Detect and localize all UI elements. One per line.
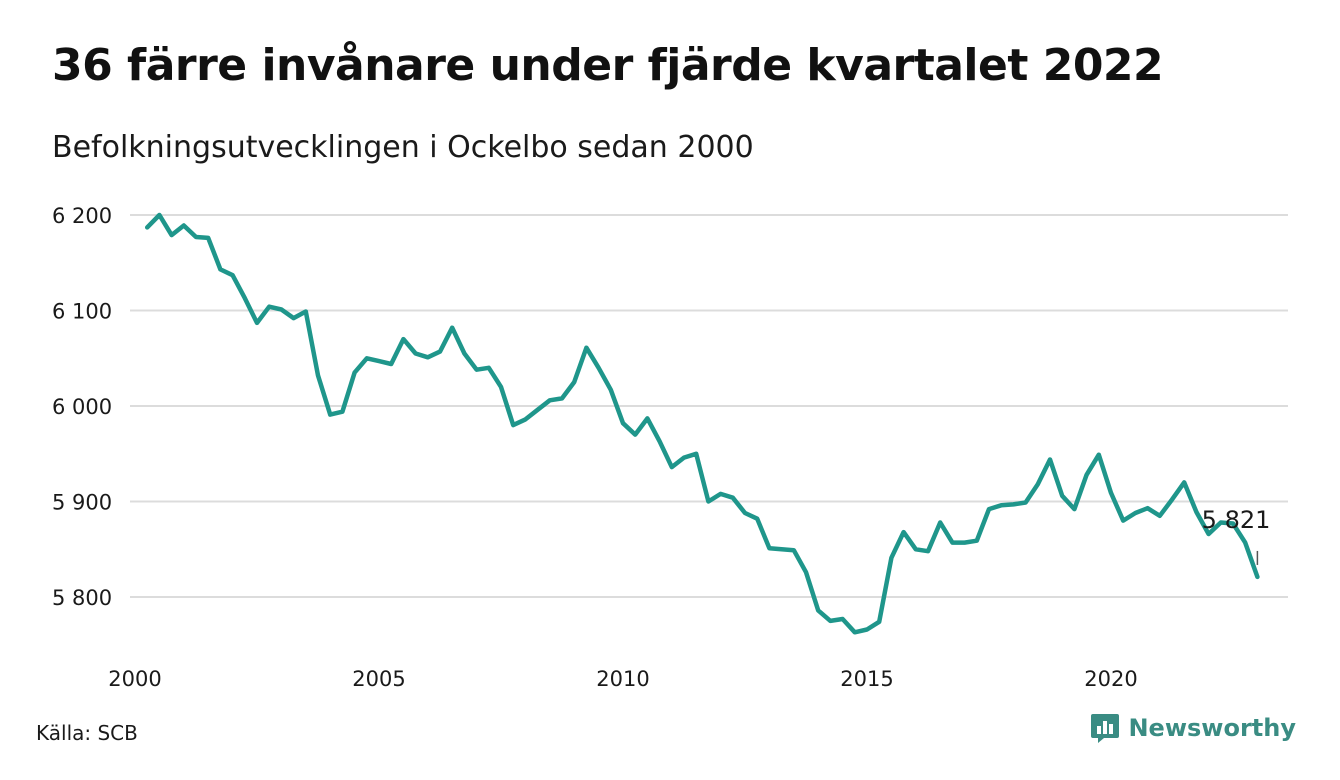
annotations: 5 821 bbox=[1202, 506, 1271, 565]
x-tick-label: 2020 bbox=[1084, 667, 1137, 691]
x-tick-label: 2010 bbox=[596, 667, 649, 691]
gridlines bbox=[130, 214, 1288, 598]
x-axis: 2000 2005 2010 2015 2020 bbox=[108, 667, 1137, 691]
series-line bbox=[144, 212, 1260, 635]
last-value-label: 5 821 bbox=[1202, 506, 1271, 534]
y-tick-label: 5 800 bbox=[52, 586, 112, 610]
x-tick-label: 2005 bbox=[352, 667, 405, 691]
y-tick-label: 6 100 bbox=[52, 300, 112, 324]
bar-chart-speech-bubble-icon bbox=[1091, 714, 1120, 743]
series bbox=[144, 212, 1260, 635]
brand-logo: Newsworthy bbox=[1090, 712, 1296, 744]
brand-name: Newsworthy bbox=[1128, 714, 1296, 742]
y-tick-label: 6 200 bbox=[52, 204, 112, 228]
chart-subtitle: Befolkningsutvecklingen i Ockelbo sedan … bbox=[52, 130, 754, 165]
y-tick-label: 6 000 bbox=[52, 395, 112, 419]
y-axis: 5 800 5 900 6 000 6 100 6 200 bbox=[52, 204, 112, 610]
source-note: Källa: SCB bbox=[36, 721, 138, 745]
x-tick-label: 2000 bbox=[108, 667, 161, 691]
y-tick-label: 5 900 bbox=[52, 491, 112, 515]
chart-title: 36 färre invånare under fjärde kvartalet… bbox=[52, 40, 1164, 91]
x-tick-label: 2015 bbox=[840, 667, 893, 691]
